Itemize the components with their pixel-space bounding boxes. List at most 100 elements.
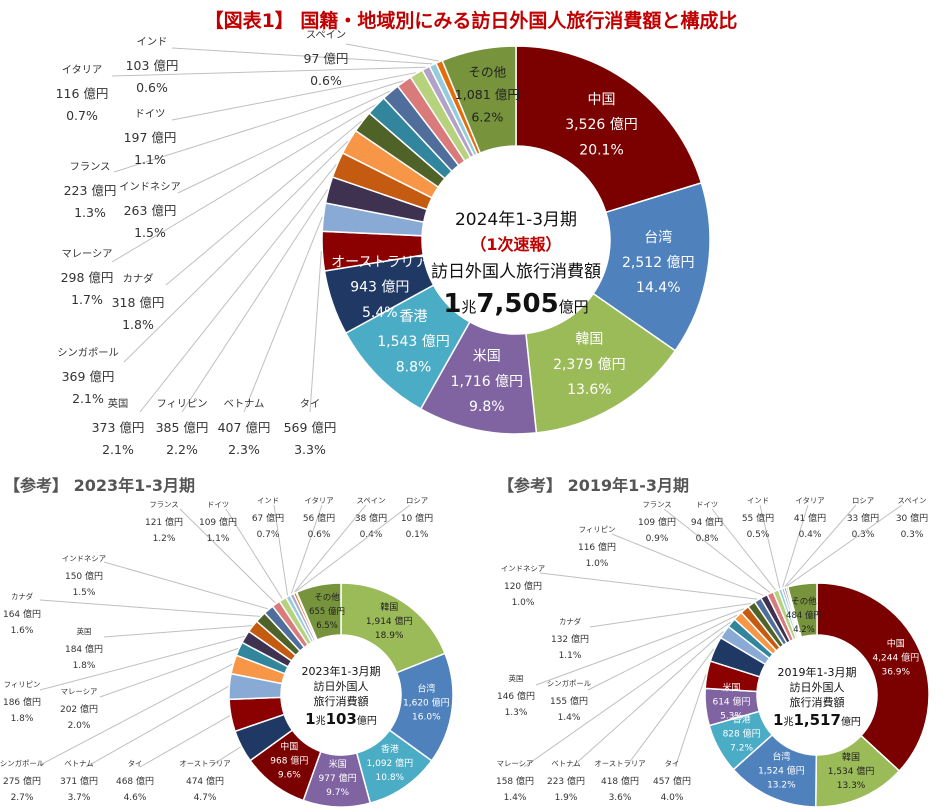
c2024-out-name-18: スペイン bbox=[306, 29, 346, 41]
c2023-leader-19 bbox=[295, 504, 411, 592]
c2019-leader-11 bbox=[589, 602, 751, 628]
c2023-center-period: 2023年1-3月期 bbox=[302, 664, 381, 678]
c2024-out-share-10: 2.1% bbox=[72, 391, 104, 406]
c2019-label-value-4: 614 億円 bbox=[712, 695, 750, 707]
c2023-out-name-17: イタリア bbox=[304, 496, 333, 505]
c2024-leader-16 bbox=[111, 66, 426, 77]
c2019-label-name-0: 中国 bbox=[887, 637, 905, 649]
c2023-out-value-8: 275 億円 bbox=[3, 775, 41, 787]
c2019-out-name-12: インドネシア bbox=[501, 564, 545, 573]
c2019-out-value-10: 146 億円 bbox=[497, 690, 535, 702]
c2023-out-value-7: 371 億円 bbox=[60, 775, 98, 787]
c2019-out-value-19: 30 億円 bbox=[896, 512, 928, 524]
c2024-out-share-7: 2.3% bbox=[228, 442, 260, 457]
c2019-out-share-6: 3.6% bbox=[609, 793, 632, 803]
c2019-leader-18 bbox=[784, 504, 857, 588]
c2019-out-share-7: 1.9% bbox=[555, 793, 578, 803]
c2024-wedge-0 bbox=[515, 45, 703, 214]
c2024-label-name-2: 韓国 bbox=[575, 332, 603, 348]
c2024-out-name-12: マレーシア bbox=[61, 248, 112, 260]
c2019-center-period: 2019年1-3月期 bbox=[778, 665, 857, 679]
c2024-label-value-4: 1,543 億円 bbox=[377, 334, 450, 350]
c2024-center-label: 訪日外国人旅行消費額 bbox=[431, 262, 601, 282]
c2019-label-value-0: 4,244 億円 bbox=[872, 651, 919, 663]
c2024-center-status: （1次速報） bbox=[470, 235, 561, 254]
c2023-out-value-13: 150 億円 bbox=[65, 570, 103, 582]
c2019-leader-6 bbox=[625, 648, 715, 768]
c2024-out-name-8: フィリピン bbox=[156, 398, 207, 410]
c2019-leader-5 bbox=[675, 674, 707, 766]
c2019-out-value-12: 120 億円 bbox=[504, 580, 542, 592]
c2019-out-name-16: インド bbox=[747, 496, 769, 505]
c2024-out-share-13: 1.5% bbox=[134, 225, 166, 240]
c2024-out-name-6: タイ bbox=[300, 398, 321, 410]
c2019-label-name-2: 台湾 bbox=[772, 750, 790, 762]
c2019-out-value-9: 155 億円 bbox=[550, 695, 588, 707]
c2023-leader-6 bbox=[139, 715, 231, 768]
c2023-out-share-14: 1.2% bbox=[153, 534, 176, 544]
c2019-out-value-16: 55 億円 bbox=[742, 512, 774, 524]
c2019-label-share-3: 7.2% bbox=[730, 743, 753, 753]
c2023-out-name-10: フィリピン bbox=[4, 680, 41, 689]
c2024-label-share-3: 9.8% bbox=[469, 399, 505, 415]
c2023-label-name-0: 韓国 bbox=[380, 602, 398, 613]
c2023-out-share-16: 0.7% bbox=[257, 530, 280, 540]
c2019-leader-7 bbox=[571, 631, 724, 768]
c2023-out-value-9: 202 億円 bbox=[60, 703, 98, 715]
c2023-out-value-6: 468 億円 bbox=[116, 775, 154, 787]
c2024-out-name-13: インドネシア bbox=[119, 181, 181, 193]
c2023-out-share-8: 2.7% bbox=[11, 793, 34, 803]
section-title-2023: 【参考】 2023年1-3月期 bbox=[4, 476, 196, 495]
c2023-center-total: 1兆103億円 bbox=[305, 710, 377, 728]
c2024-out-share-8: 2.2% bbox=[166, 442, 198, 457]
c2024-leader-9 bbox=[139, 164, 337, 413]
c2023-center-hole bbox=[281, 635, 401, 755]
c2024-label-share-2: 13.6% bbox=[567, 382, 611, 398]
c2019-label-name-3: 香港 bbox=[733, 713, 751, 725]
c2019-out-share-12: 1.0% bbox=[512, 598, 535, 608]
c2019-center-hole bbox=[757, 635, 877, 755]
c2023-out-name-19: ロシア bbox=[406, 496, 428, 505]
c2023-label-value-0: 1,914 億円 bbox=[366, 615, 413, 627]
c2019-label-name-4: 米国 bbox=[722, 681, 740, 693]
c2023-label-name-2: 香港 bbox=[381, 743, 399, 755]
c2024-out-value-15: 197 億円 bbox=[124, 130, 177, 145]
c2024-label-value-1: 2,512 億円 bbox=[622, 255, 695, 271]
c2024-leader-15 bbox=[171, 72, 416, 121]
c2023-out-share-17: 0.6% bbox=[308, 530, 331, 540]
c2019-out-value-6: 418 億円 bbox=[601, 775, 639, 787]
c2024-out-value-14: 223 億円 bbox=[64, 183, 117, 198]
c2024-label-value-5: 943 億円 bbox=[350, 280, 409, 296]
c2023-out-name-13: インドネシア bbox=[62, 554, 106, 563]
c2019-out-name-14: フランス bbox=[642, 500, 671, 509]
c2019-out-name-18: ロシア bbox=[852, 496, 874, 505]
c2019-out-share-18: 0.3% bbox=[852, 530, 875, 540]
c2024-out-value-10: 369 億円 bbox=[62, 369, 115, 384]
c2023-out-value-11: 184 億円 bbox=[65, 643, 103, 655]
c2024-out-name-16: イタリア bbox=[62, 64, 103, 76]
c2019-leader-12 bbox=[539, 572, 758, 600]
c2019-leader-19 bbox=[786, 504, 903, 587]
c2023-leader-10 bbox=[39, 635, 245, 691]
c2024-leader-8 bbox=[181, 189, 329, 413]
c2024-out-share-6: 3.3% bbox=[294, 442, 326, 457]
c2019-leader-15 bbox=[711, 508, 776, 591]
c2019-label-share-4: 5.3% bbox=[720, 711, 743, 721]
c2019-label-share-2: 13.2% bbox=[767, 780, 796, 790]
c2019-leader-16 bbox=[759, 504, 781, 589]
c2023-label-share-other: 6.5% bbox=[316, 621, 338, 631]
c2019-center-label2: 旅行消費額 bbox=[790, 695, 845, 709]
c2024-label-value-2: 2,379 億円 bbox=[553, 357, 626, 373]
c2019-leader-10 bbox=[535, 608, 745, 686]
c2023-out-share-7: 3.7% bbox=[68, 793, 91, 803]
c2024-out-value-7: 407 億円 bbox=[218, 420, 271, 435]
c2019-leader-17 bbox=[782, 504, 809, 588]
c2019-label-share-0: 36.9% bbox=[881, 667, 910, 677]
c2024-leader-18 bbox=[345, 43, 439, 62]
c2019-out-share-16: 0.5% bbox=[747, 530, 770, 540]
c2023-out-name-5: オーストラリア bbox=[179, 759, 230, 768]
c2019-out-value-11: 132 億円 bbox=[551, 633, 589, 645]
c2023-out-name-16: インド bbox=[257, 496, 279, 505]
c2023-wedge-20 bbox=[295, 582, 342, 641]
c2023-label-value-3: 977 億円 bbox=[319, 772, 357, 784]
